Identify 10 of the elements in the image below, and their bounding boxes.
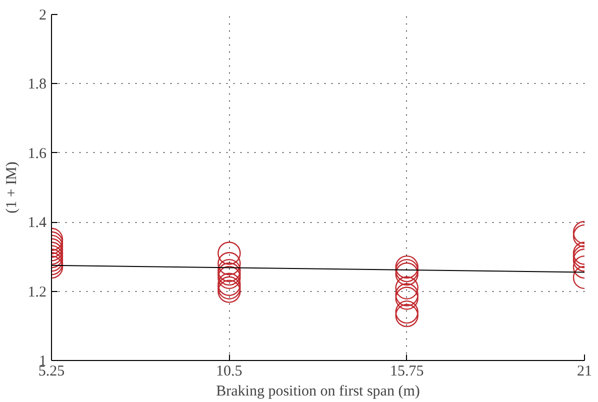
y-tick-label: 1.2 bbox=[28, 284, 46, 300]
y-tick-label: 1.4 bbox=[28, 215, 47, 232]
x-axis-title: Braking position on first span (m) bbox=[216, 384, 420, 400]
y-axis-title: (1 + IM) bbox=[4, 162, 20, 214]
x-tick-label: 21 bbox=[577, 364, 592, 380]
x-tick-label: 10.5 bbox=[216, 364, 242, 380]
y-tick-label: 1.8 bbox=[28, 76, 46, 93]
y-tick-label: 1.6 bbox=[28, 146, 47, 162]
y-tick-label: 2 bbox=[39, 8, 46, 24]
x-tick-label: 15.75 bbox=[390, 364, 424, 380]
